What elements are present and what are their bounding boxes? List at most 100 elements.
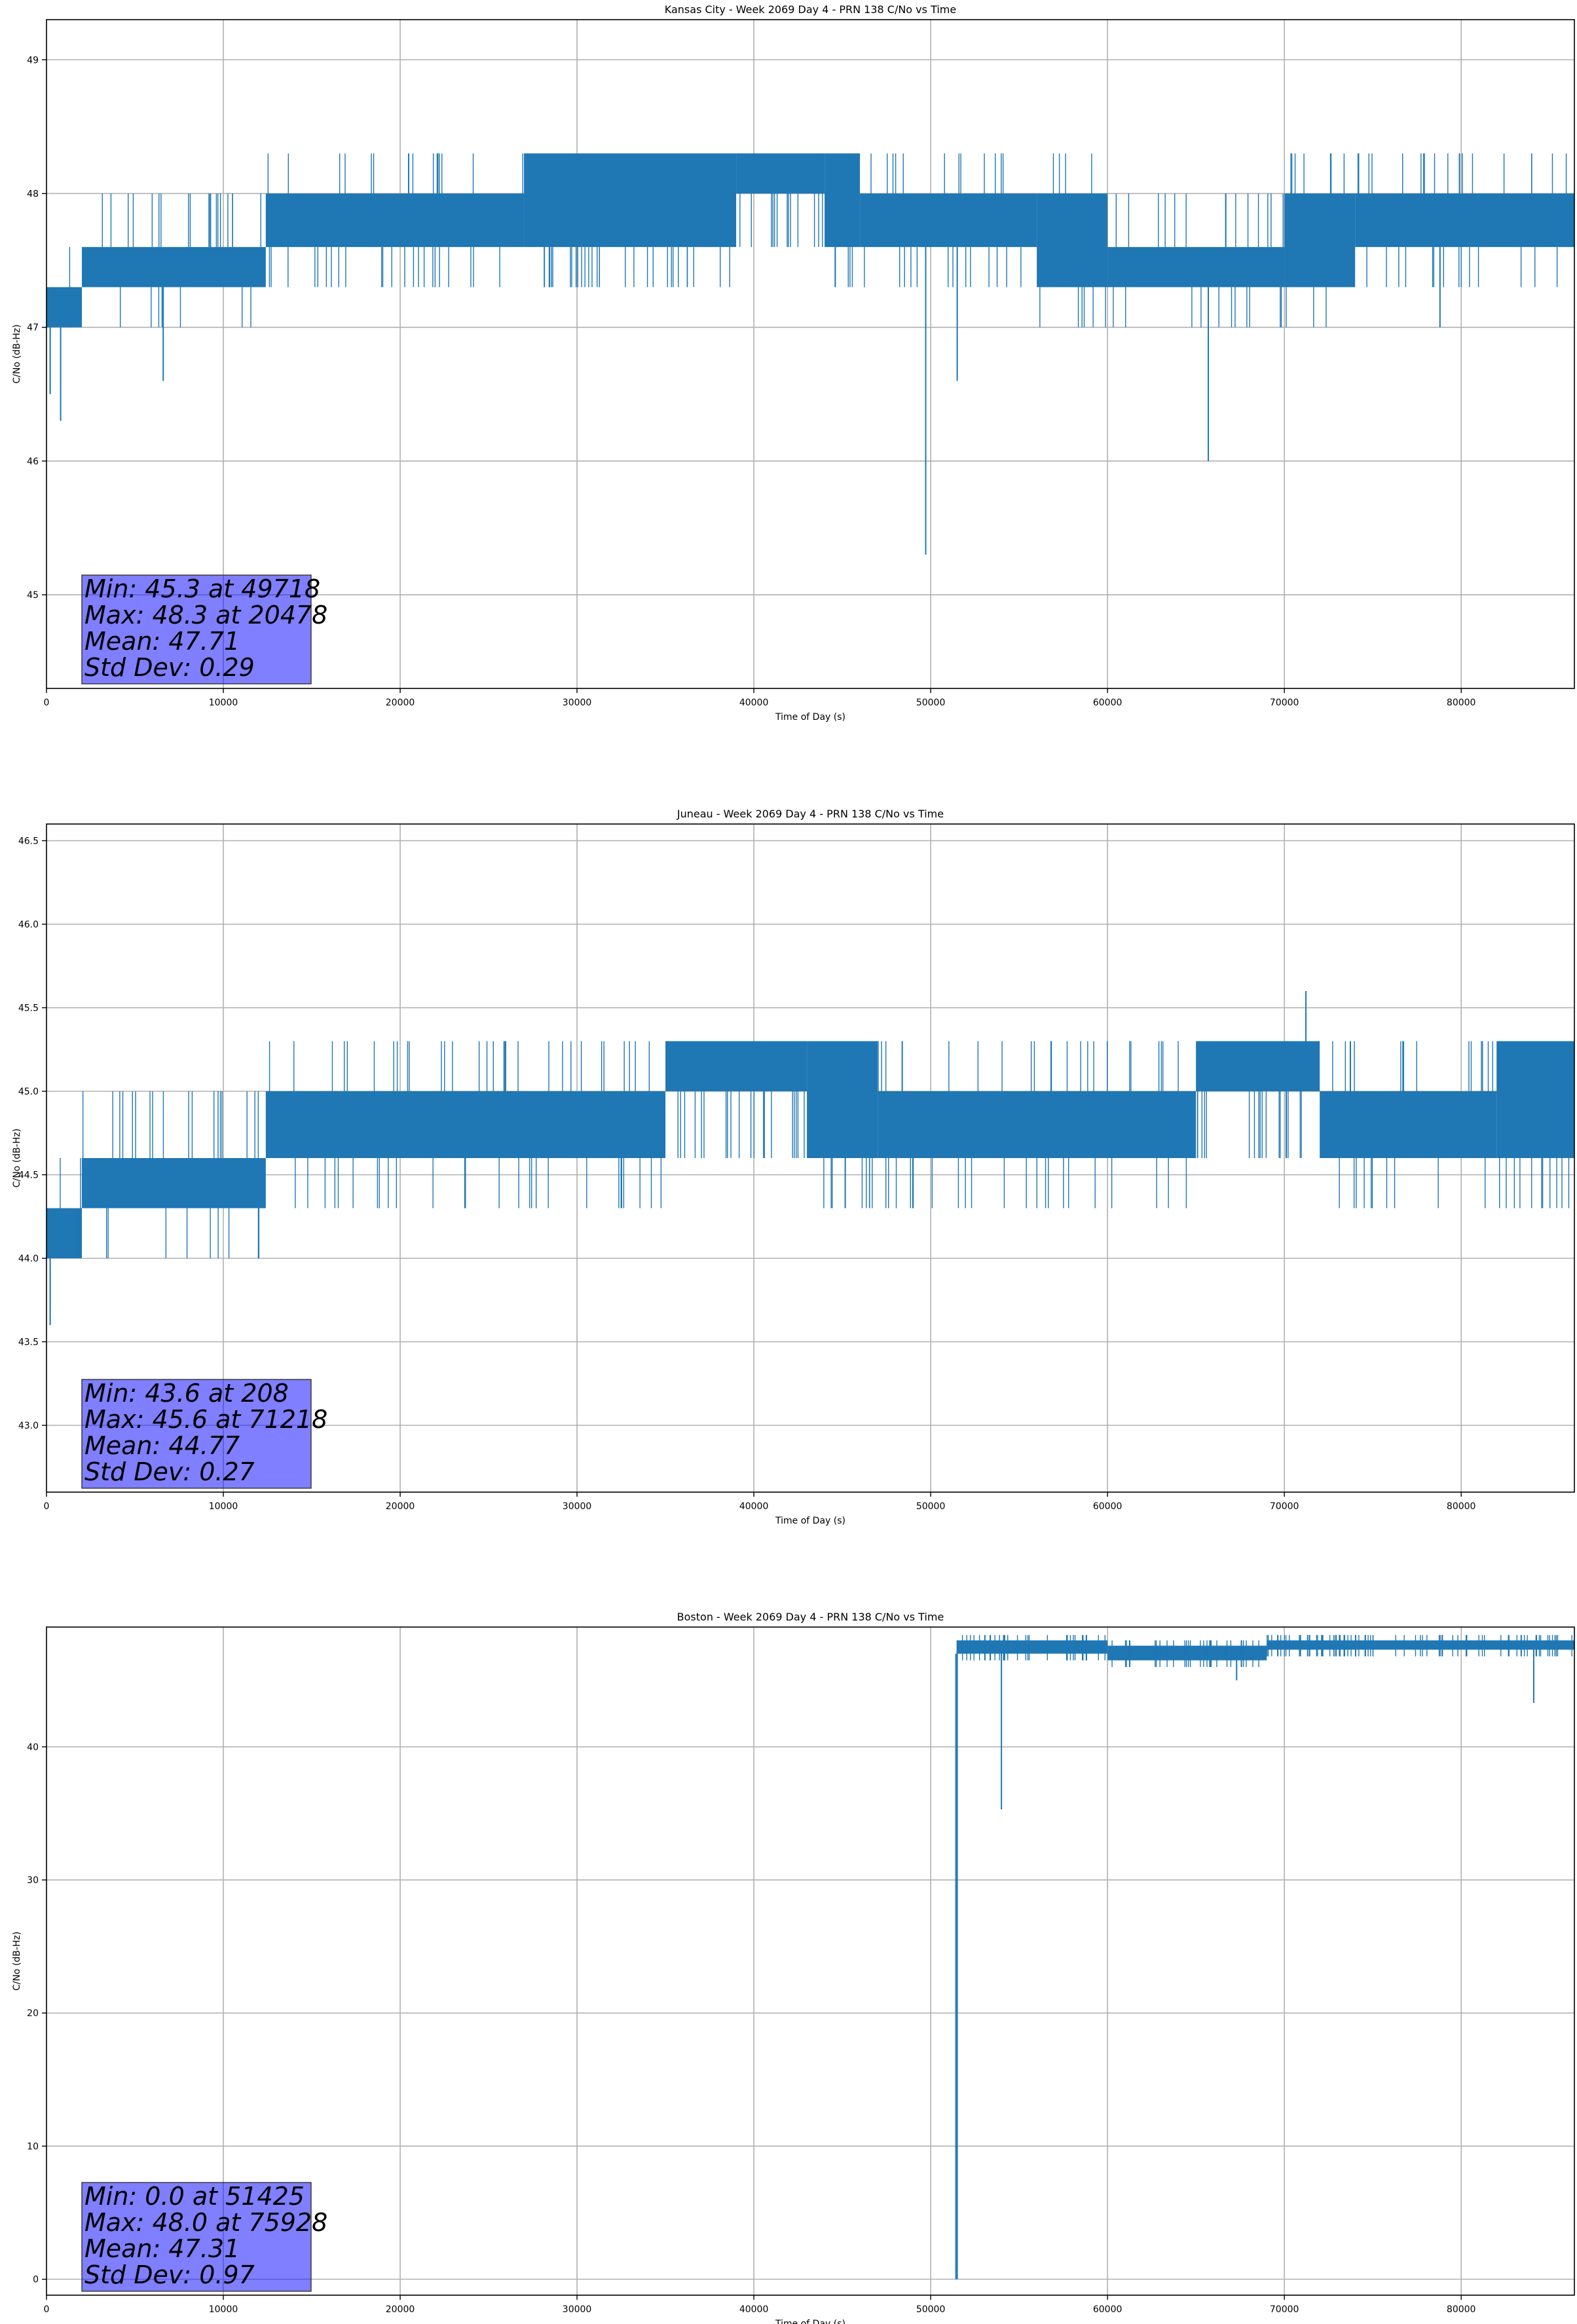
y-tick-label: 43.0 bbox=[18, 1421, 39, 1431]
x-tick-label: 20000 bbox=[386, 1501, 415, 1512]
data-band bbox=[82, 247, 266, 288]
y-tick-label: 10 bbox=[27, 2141, 39, 2152]
y-tick-label: 46 bbox=[27, 457, 39, 467]
y-axis-label: C/No (dB-Hz) bbox=[12, 1932, 22, 1991]
x-tick-label: 50000 bbox=[916, 2304, 946, 2315]
x-tick-label: 0 bbox=[44, 2304, 50, 2315]
x-tick-label: 40000 bbox=[739, 1501, 769, 1512]
data-band bbox=[1107, 247, 1285, 288]
y-tick-label: 49 bbox=[27, 55, 39, 66]
data-band bbox=[1037, 193, 1108, 288]
stats-line: Mean: 47.71 bbox=[84, 627, 240, 656]
x-tick-label: 0 bbox=[44, 1501, 50, 1512]
x-tick-label: 10000 bbox=[209, 2304, 238, 2315]
data-band bbox=[860, 193, 1037, 248]
stats-line: Std Dev: 0.27 bbox=[84, 1457, 255, 1486]
x-tick-label: 20000 bbox=[386, 698, 415, 708]
axes-frame bbox=[46, 823, 1575, 1493]
chart-1: 0 10000 20000 30000 40000 50000 60000 70000 8000… bbox=[12, 3, 1575, 722]
x-tick-label: 40000 bbox=[739, 2304, 769, 2315]
x-tick-label: 50000 bbox=[916, 698, 946, 708]
x-tick-label: 80000 bbox=[1447, 1501, 1476, 1512]
stats-line: Max: 48.0 at 75928 bbox=[84, 2208, 327, 2237]
data-band bbox=[82, 1158, 266, 1209]
y-tick-label: 45.5 bbox=[18, 1003, 39, 1014]
data-band bbox=[665, 1041, 807, 1091]
x-tick-label: 70000 bbox=[1270, 698, 1299, 708]
stats-box bbox=[81, 2182, 312, 2292]
data-band bbox=[1107, 1645, 1267, 1660]
data-band bbox=[1355, 193, 1574, 248]
data-band bbox=[878, 1091, 1197, 1158]
x-tick-label: 60000 bbox=[1093, 698, 1122, 708]
x-tick-label: 10000 bbox=[209, 698, 238, 708]
stats-line: Min: 43.6 at 208 bbox=[84, 1379, 289, 1408]
data-band bbox=[265, 193, 525, 248]
x-tick-label: 70000 bbox=[1270, 2304, 1299, 2315]
y-tick-label: 0 bbox=[33, 2275, 39, 2285]
chart-3: 0 10000 20000 30000 40000 50000 60000 70000 8000… bbox=[12, 1611, 1575, 2324]
y-tick-label: 46.5 bbox=[18, 836, 39, 847]
data-band bbox=[46, 1208, 83, 1258]
x-tick-label: 50000 bbox=[916, 1501, 946, 1512]
x-tick-label: 30000 bbox=[563, 698, 592, 708]
stats-box bbox=[81, 1379, 312, 1489]
chart-title: Boston - Week 2069 Day 4 - PRN 138 C/No … bbox=[677, 1611, 944, 1623]
x-tick-label: 60000 bbox=[1093, 1501, 1122, 1512]
x-tick-label: 80000 bbox=[1447, 2304, 1476, 2315]
stats-line: Mean: 47.31 bbox=[84, 2234, 240, 2263]
data-band bbox=[46, 287, 83, 328]
data-band bbox=[1320, 1091, 1497, 1158]
x-tick-label: 40000 bbox=[739, 698, 769, 708]
stats-line: Mean: 44.77 bbox=[84, 1431, 240, 1460]
stats-box bbox=[81, 574, 312, 684]
stats-line: Std Dev: 0.97 bbox=[84, 2260, 255, 2289]
data-series bbox=[46, 153, 1574, 555]
chart-title: Juneau - Week 2069 Day 4 - PRN 138 C/No … bbox=[677, 808, 944, 820]
data-band bbox=[1196, 1041, 1320, 1091]
data-band bbox=[524, 153, 737, 248]
y-tick-label: 30 bbox=[27, 1875, 39, 1886]
y-tick-label: 47 bbox=[27, 323, 39, 333]
y-tick-label: 48 bbox=[27, 189, 39, 199]
stats-line: Min: 45.3 at 49718 bbox=[84, 574, 320, 603]
y-tick-label: 46.0 bbox=[18, 920, 39, 930]
x-tick-label: 0 bbox=[44, 698, 50, 708]
data-band bbox=[825, 153, 861, 248]
data-series bbox=[46, 991, 1574, 1325]
y-tick-label: 20 bbox=[27, 2008, 39, 2019]
x-tick-label: 30000 bbox=[563, 1501, 592, 1512]
x-axis-label: Time of Day (s) bbox=[775, 1516, 845, 1526]
data-series bbox=[955, 1635, 1574, 2279]
data-band bbox=[1496, 1041, 1574, 1158]
y-axis-label: C/No (dB-Hz) bbox=[12, 324, 22, 383]
x-axis-label: Time of Day (s) bbox=[775, 712, 845, 722]
data-band bbox=[1284, 193, 1356, 288]
data-band bbox=[736, 153, 825, 194]
stats-line: Std Dev: 0.29 bbox=[84, 653, 255, 682]
stats-line: Max: 45.6 at 71218 bbox=[84, 1405, 327, 1434]
x-tick-label: 30000 bbox=[563, 2304, 592, 2315]
axes-frame bbox=[46, 1626, 1575, 2296]
stats-line: Min: 0.0 at 51425 bbox=[84, 2182, 305, 2211]
y-tick-label: 45 bbox=[27, 590, 39, 601]
y-tick-label: 44.5 bbox=[18, 1171, 39, 1181]
x-tick-label: 70000 bbox=[1270, 1501, 1299, 1512]
stats-line: Max: 48.3 at 20478 bbox=[84, 601, 327, 629]
data-band bbox=[807, 1041, 878, 1158]
y-tick-label: 45.0 bbox=[18, 1087, 39, 1097]
axes-frame bbox=[46, 19, 1575, 689]
chart-title: Kansas City - Week 2069 Day 4 - PRN 138 … bbox=[665, 3, 956, 16]
x-tick-label: 60000 bbox=[1093, 2304, 1122, 2315]
y-axis-label: C/No (dB-Hz) bbox=[12, 1129, 22, 1188]
x-tick-label: 20000 bbox=[386, 2304, 415, 2315]
x-tick-label: 10000 bbox=[209, 1501, 238, 1512]
data-band bbox=[265, 1091, 666, 1158]
y-tick-label: 43.5 bbox=[18, 1338, 39, 1348]
y-tick-label: 40 bbox=[27, 1742, 39, 1753]
y-tick-label: 44.0 bbox=[18, 1254, 39, 1264]
x-axis-label: Time of Day (s) bbox=[775, 2319, 845, 2324]
chart-2: 0 10000 20000 30000 40000 50000 60000 70000 8000… bbox=[12, 808, 1575, 1526]
x-tick-label: 80000 bbox=[1447, 698, 1476, 708]
